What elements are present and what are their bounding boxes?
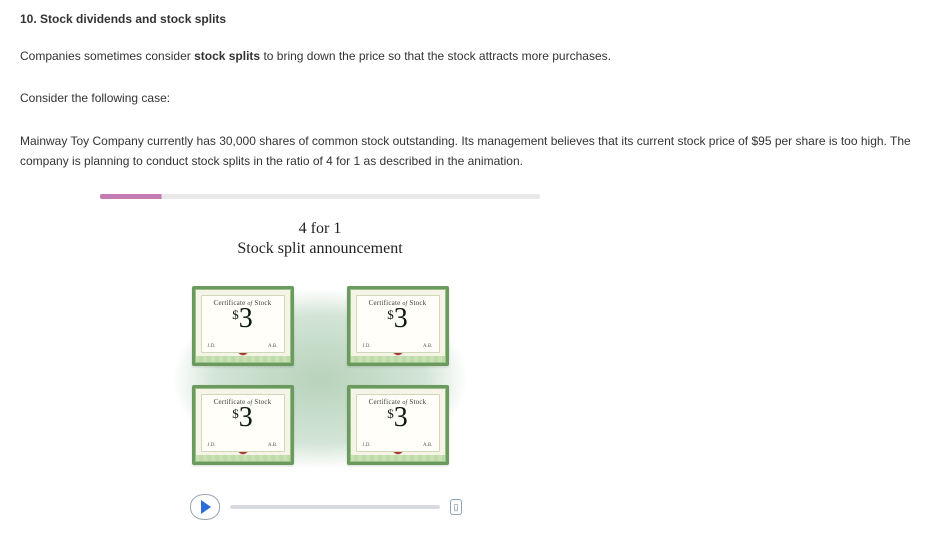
dollar-sign: $	[387, 307, 394, 322]
dollar-sign: $	[232, 406, 239, 421]
animation-progress-bar[interactable]	[100, 194, 540, 199]
sig-right: A.B.	[423, 344, 432, 349]
certificate-inner: Certificate of Stock $3 J.D. A.B.	[356, 394, 440, 452]
intro-paragraph: Companies sometimes consider stock split…	[20, 46, 931, 66]
heading-text: Stock dividends and stock splits	[40, 12, 226, 26]
certificate-value: $3	[357, 404, 439, 432]
para1-pre: Companies sometimes consider	[20, 49, 194, 63]
stock-certificate: Certificate of Stock $3 J.D. A.B.	[347, 385, 449, 465]
case-intro: Consider the following case:	[20, 88, 931, 108]
cert-word-stock: Stock	[254, 398, 271, 406]
certificate-signatures: J.D. A.B.	[208, 443, 278, 448]
play-button[interactable]	[190, 494, 220, 520]
certificate-value: $3	[357, 305, 439, 333]
slider-end-marker[interactable]: ▯	[450, 499, 462, 515]
sig-right: A.B.	[268, 344, 277, 349]
playback-controls: ▯	[190, 494, 540, 520]
animation-title-line2: Stock split announcement	[100, 239, 540, 260]
para1-post: to bring down the price so that the stoc…	[260, 49, 611, 63]
value-digit: 3	[394, 303, 408, 334]
section-heading: 10. Stock dividends and stock splits	[20, 12, 931, 26]
certificate-signatures: J.D. A.B.	[208, 344, 278, 349]
sig-left: J.D.	[208, 443, 216, 448]
certificate-value: $3	[202, 305, 284, 333]
seek-slider[interactable]	[230, 505, 440, 509]
animation-title: 4 for 1 Stock split announcement	[100, 219, 540, 261]
sig-left: J.D.	[208, 344, 216, 349]
certificate-signatures: J.D. A.B.	[363, 443, 433, 448]
cert-word-stock: Stock	[409, 299, 426, 307]
certificate-signatures: J.D. A.B.	[363, 344, 433, 349]
cert-word-stock: Stock	[409, 398, 426, 406]
cert-word-stock: Stock	[254, 299, 271, 307]
certificate-inner: Certificate of Stock $3 J.D. A.B.	[201, 394, 285, 452]
sig-right: A.B.	[423, 443, 432, 448]
value-digit: 3	[239, 402, 253, 433]
animation-panel: 4 for 1 Stock split announcement Certifi…	[100, 194, 540, 521]
certificate-value: $3	[202, 404, 284, 432]
sig-left: J.D.	[363, 443, 371, 448]
end-marker-icon: ▯	[454, 502, 459, 513]
heading-number: 10.	[20, 12, 37, 26]
sig-left: J.D.	[363, 344, 371, 349]
stock-certificate: Certificate of Stock $3 J.D. A.B.	[192, 385, 294, 465]
stock-certificate: Certificate of Stock $3 J.D. A.B.	[347, 286, 449, 366]
case-paragraph: Mainway Toy Company currently has 30,000…	[20, 131, 931, 172]
value-digit: 3	[239, 303, 253, 334]
certificate-stage: Certificate of Stock $3 J.D. A.B. Certif…	[130, 270, 510, 480]
certificate-inner: Certificate of Stock $3 J.D. A.B.	[356, 295, 440, 353]
dollar-sign: $	[232, 307, 239, 322]
dollar-sign: $	[387, 406, 394, 421]
stock-certificate: Certificate of Stock $3 J.D. A.B.	[192, 286, 294, 366]
animation-title-line1: 4 for 1	[100, 219, 540, 240]
value-digit: 3	[394, 402, 408, 433]
play-icon	[201, 500, 211, 514]
para1-bold: stock splits	[194, 49, 260, 63]
sig-right: A.B.	[268, 443, 277, 448]
certificate-inner: Certificate of Stock $3 J.D. A.B.	[201, 295, 285, 353]
